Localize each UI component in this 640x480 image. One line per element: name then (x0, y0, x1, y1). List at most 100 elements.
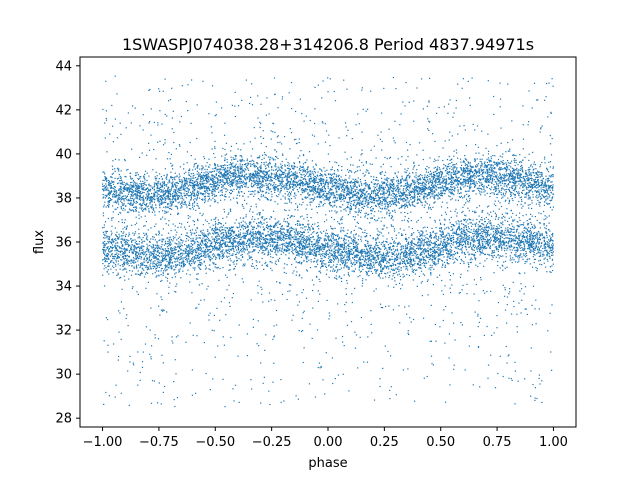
scatter-point (136, 196, 138, 198)
scatter-point (398, 207, 400, 209)
scatter-point (226, 164, 228, 167)
scatter-point (445, 175, 447, 177)
scatter-point (484, 179, 487, 181)
scatter-point (209, 205, 211, 207)
scatter-point (548, 161, 550, 163)
scatter-point (236, 180, 238, 182)
scatter-point (190, 155, 192, 157)
scatter-point (493, 186, 496, 188)
scatter-point (294, 192, 296, 194)
scatter-point (194, 188, 196, 190)
scatter-point (233, 178, 235, 180)
scatter-point (213, 153, 215, 155)
scatter-point (386, 198, 388, 200)
scatter-point (342, 198, 344, 201)
scatter-point (469, 197, 471, 200)
scatter-point (331, 183, 334, 185)
scatter-point (282, 195, 284, 197)
scatter-point (397, 201, 399, 204)
scatter-point (165, 211, 167, 213)
scatter-point (283, 184, 285, 186)
scatter-point (120, 177, 122, 179)
scatter-point (314, 187, 316, 189)
scatter-point (370, 175, 372, 178)
scatter-point (163, 183, 165, 185)
scatter-point (517, 170, 519, 173)
scatter-point (453, 164, 455, 166)
scatter-point (330, 205, 333, 207)
scatter-point (400, 185, 402, 187)
scatter-point (308, 175, 310, 177)
scatter-point (161, 181, 163, 183)
scatter-point (543, 185, 545, 187)
scatter-point (368, 198, 370, 200)
scatter-point (136, 222, 138, 224)
scatter-point (291, 166, 293, 168)
scatter-point (176, 187, 178, 189)
scatter-point (196, 179, 198, 181)
scatter-point (265, 146, 267, 148)
scatter-point (288, 171, 290, 173)
scatter-point (244, 174, 246, 176)
scatter-point (326, 169, 328, 171)
scatter-point (354, 189, 356, 191)
scatter-point (267, 199, 269, 201)
scatter-point (258, 177, 260, 179)
scatter-point (142, 200, 144, 202)
scatter-point (153, 198, 155, 200)
scatter-point (438, 187, 440, 189)
scatter-point (181, 198, 184, 200)
scatter-point (331, 186, 333, 188)
scatter-point (454, 172, 456, 174)
scatter-point (545, 185, 547, 187)
scatter-point (376, 183, 378, 185)
scatter-point (156, 177, 158, 179)
scatter-point (197, 205, 199, 207)
scatter-point (368, 188, 370, 190)
scatter-point (229, 183, 231, 185)
scatter-point (335, 178, 337, 180)
scatter-point (162, 202, 164, 204)
scatter-point (210, 171, 212, 173)
scatter-point (382, 186, 384, 188)
scatter-point (486, 169, 488, 171)
scatter-point (271, 173, 273, 175)
scatter-point (331, 177, 334, 180)
scatter-point (364, 198, 366, 200)
scatter-point (503, 175, 505, 177)
scatter-point (139, 191, 141, 193)
scatter-point (349, 199, 351, 201)
scatter-point (350, 208, 352, 210)
scatter-point (238, 171, 240, 173)
scatter-point (289, 186, 291, 188)
scatter-point (216, 168, 218, 170)
scatter-point (447, 166, 449, 168)
scatter-point (357, 211, 359, 213)
scatter-point (406, 206, 409, 208)
scatter-point (403, 192, 405, 194)
scatter-point (425, 201, 427, 203)
scatter-point (533, 184, 535, 186)
scatter-point (205, 179, 207, 181)
scatter-point (196, 182, 198, 184)
scatter-point (291, 167, 294, 170)
scatter-point (513, 180, 515, 182)
scatter-point (267, 183, 269, 185)
scatter-point (365, 184, 367, 186)
scatter-point (261, 191, 263, 193)
scatter-point (142, 189, 144, 191)
scatter-point (414, 196, 416, 199)
scatter-point (366, 183, 368, 185)
scatter-point (360, 212, 362, 214)
scatter-point (181, 186, 183, 188)
scatter-point (335, 191, 337, 193)
scatter-point (496, 165, 498, 167)
scatter-point (423, 206, 425, 208)
scatter-point (369, 196, 371, 198)
scatter-point (131, 191, 133, 193)
scatter-point (434, 194, 436, 196)
scatter-point (129, 197, 131, 199)
scatter-point (325, 190, 327, 192)
scatter-point (401, 204, 403, 206)
scatter-point (217, 165, 219, 167)
